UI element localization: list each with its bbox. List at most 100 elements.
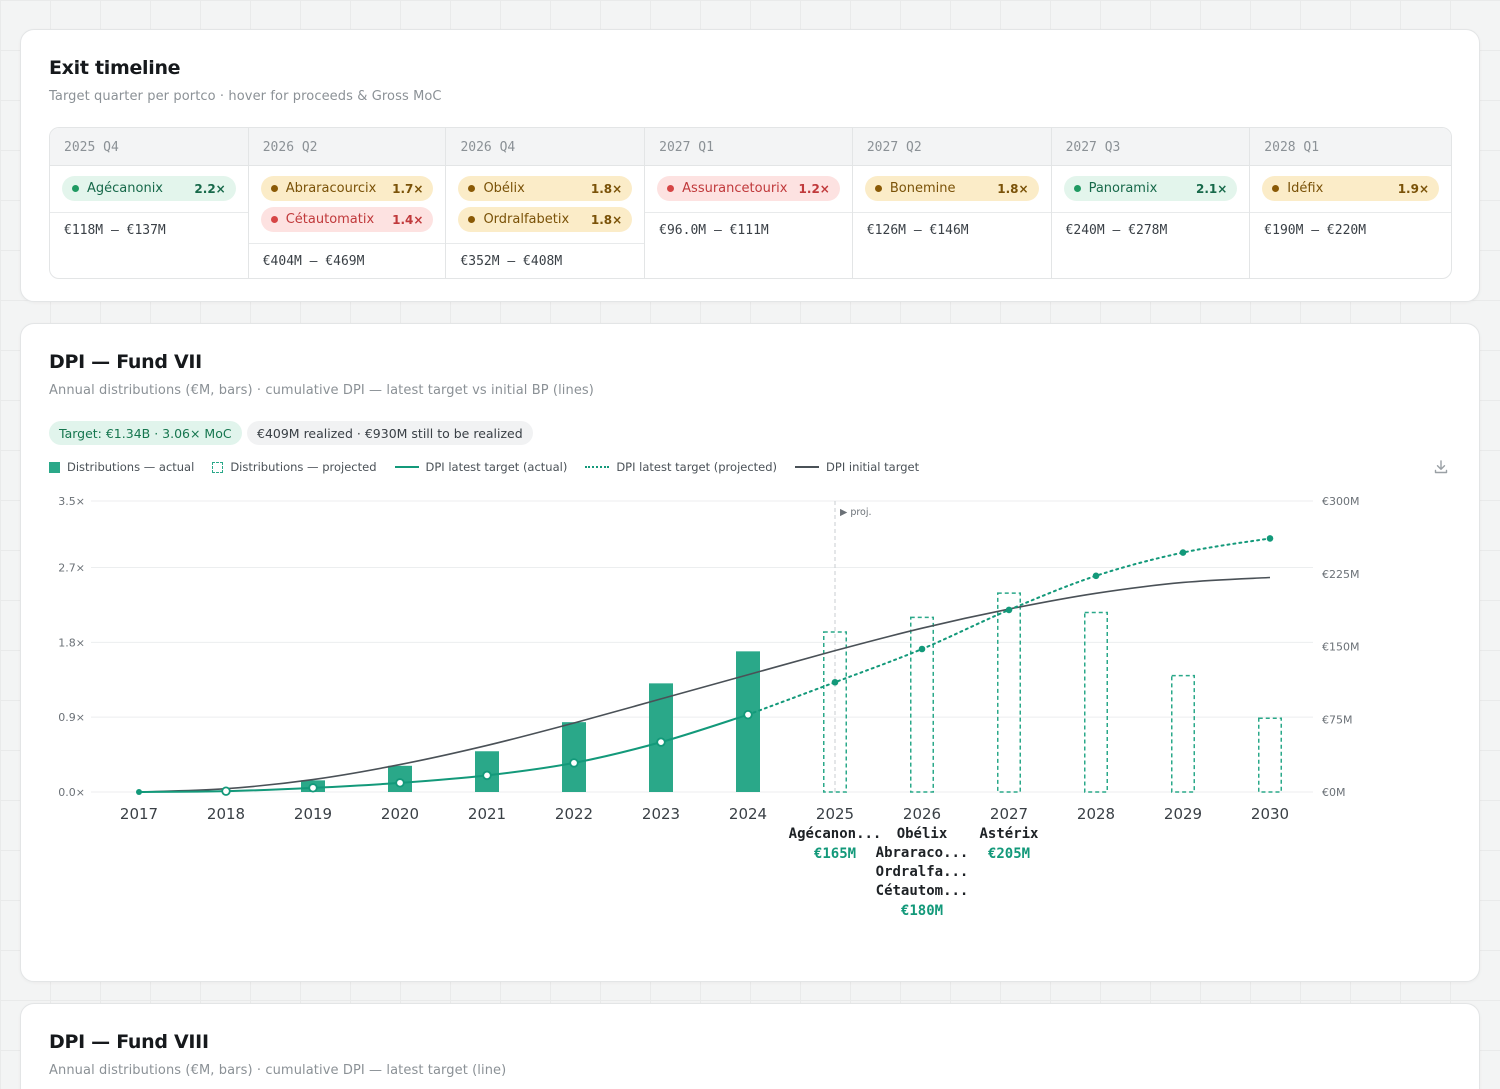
exit-chip[interactable]: Ordralfabetix 1.8×: [458, 207, 633, 232]
exit-timeline-title: Exit timeline: [49, 57, 181, 79]
status-dot-icon: [270, 185, 278, 192]
dpi-projected-point: [1092, 572, 1100, 580]
x-axis-tick: 2026: [903, 805, 941, 823]
exit-label-name: Abraraco...: [876, 845, 969, 861]
exit-proceeds-range: €352M – €408M: [446, 243, 645, 269]
exit-chip[interactable]: Cétautomatix 1.4×: [260, 207, 434, 232]
timeline-column: 2027 Q3 Panoramix 2.1× €240M – €278M: [1051, 128, 1251, 278]
exit-portco-name: Assurancetourix: [682, 181, 788, 196]
x-axis-tick: 2022: [555, 805, 593, 823]
dpi-projected-point: [918, 645, 926, 653]
x-axis-tick: 2023: [642, 805, 680, 823]
exit-moc-value: 1.9×: [1397, 181, 1430, 196]
exit-moc-value: 1.8×: [590, 181, 623, 196]
download-icon[interactable]: [1433, 459, 1449, 475]
exit-proceeds-range: €96.0M – €111M: [645, 212, 852, 238]
timeline-quarter-header: 2026 Q4: [446, 128, 645, 166]
exit-chip[interactable]: Abraracourcix 1.7×: [260, 176, 434, 201]
exit-timeline-card: Exit timeline Target quarter per portco …: [20, 29, 1480, 302]
left-axis-tick: 1.8×: [58, 636, 85, 649]
legend-label-actual: Distributions — actual: [67, 460, 195, 474]
dpi-chart: 0.0× 0.9× 1.8× 2.7× 3.5× €0M €75M €150M €225M €30…: [58, 495, 1360, 919]
timeline-column: 2028 Q1 Idéfix 1.9× €190M – €220M: [1250, 128, 1451, 278]
timeline-column: 2027 Q1 Assurancetourix 1.2× €96.0M – €111M: [645, 128, 853, 278]
x-axis-tick: 2029: [1164, 805, 1202, 823]
exit-chip[interactable]: Bonemine 1.8×: [864, 176, 1039, 201]
exit-moc-value: 1.2×: [798, 181, 830, 196]
status-dot-icon: [1272, 185, 1280, 192]
legend-swatch-initial: [795, 466, 820, 468]
dpi-fund-viii-card: DPI — Fund VIII Annual distributions (€M…: [20, 1003, 1480, 1089]
realized-pill: €409M realized · €930M still to be reali…: [247, 421, 533, 445]
legend-swatch-projected: [212, 461, 224, 473]
timeline-column: 2027 Q2 Bonemine 1.8× €126M – €146M: [852, 128, 1052, 278]
exit-label-name: Obélix: [897, 826, 948, 842]
dpi-projected-point: [1005, 606, 1013, 614]
exit-timeline-subtitle: Target quarter per portco · hover for pr…: [49, 89, 442, 104]
exit-label-name: Agécanon...: [789, 826, 882, 842]
status-dot-icon: [468, 185, 476, 192]
dpi-projected-point: [1266, 535, 1274, 542]
x-axis-tick: 2017: [120, 805, 158, 823]
exit-portco-name: Obélix: [483, 181, 525, 196]
legend-label-projected: Distributions — projected: [230, 460, 377, 474]
exit-chip[interactable]: Assurancetourix 1.2×: [657, 176, 840, 201]
distribution-bar-projected: [1084, 611, 1108, 793]
legend-item-latest-actual[interactable]: DPI latest target (actual): [394, 460, 568, 474]
distribution-bar-projected: [1171, 674, 1195, 793]
dpi-fund-vii-title: DPI — Fund VII: [49, 351, 202, 373]
distribution-bar-projected: [1258, 717, 1282, 793]
legend-label-latest-actual: DPI latest target (actual): [425, 460, 568, 474]
exit-portco-name: Ordralfabetix: [483, 212, 570, 227]
exit-label-amount: €205M: [988, 846, 1030, 862]
exit-moc-value: 1.7×: [392, 181, 424, 196]
exit-timeline-grid: 2025 Q4 Agécanonix 2.2× €118M – €137M 2026 Q…: [49, 127, 1452, 279]
status-dot-icon: [72, 185, 79, 192]
dpi-actual-point: [569, 758, 579, 768]
exit-label-amount: €165M: [814, 846, 856, 862]
dpi-fund-viii-subtitle: Annual distributions (€M, bars) · cumula…: [49, 1063, 507, 1078]
exit-portco-name: Cétautomatix: [285, 212, 375, 227]
distribution-bar-actual: [562, 722, 586, 792]
chart-legend: Distributions — actual Distributions — p…: [49, 459, 937, 475]
exit-moc-value: 2.1×: [1195, 181, 1228, 196]
exit-moc-value: 2.2×: [194, 181, 226, 196]
legend-item-initial[interactable]: DPI initial target: [795, 460, 919, 474]
right-axis-tick: €225M: [1322, 568, 1360, 581]
exit-moc-value: 1.8×: [590, 212, 623, 227]
status-dot-icon: [874, 185, 882, 192]
legend-item-latest-projected[interactable]: DPI latest target (projected): [585, 460, 777, 474]
exit-chip[interactable]: Obélix 1.8×: [458, 176, 633, 201]
exit-chip[interactable]: Idéfix 1.9×: [1262, 176, 1440, 201]
exit-label-name: Ordralfa...: [876, 864, 969, 880]
legend-swatch-actual: [49, 461, 60, 473]
right-axis-tick: €150M: [1322, 641, 1360, 654]
exit-proceeds-range: €190M – €220M: [1250, 212, 1451, 238]
x-axis-tick: 2027: [990, 805, 1028, 823]
exit-chip[interactable]: Panoramix 2.1×: [1063, 176, 1238, 201]
right-axis-tick: €75M: [1322, 713, 1353, 726]
dpi-initial-target-line: [138, 576, 1271, 793]
status-dot-icon: [270, 216, 278, 223]
dpi-latest-projected-line: [747, 537, 1271, 716]
exit-label-name: Astérix: [979, 826, 1039, 842]
legend-item-actual[interactable]: Distributions — actual: [49, 460, 194, 474]
distribution-bar-projected: [997, 592, 1021, 793]
exit-label-amount: €180M: [901, 903, 943, 919]
exit-moc-value: 1.4×: [392, 212, 424, 227]
x-axis-tick: 2020: [381, 805, 419, 823]
dpi-fund-vii-subtitle: Annual distributions (€M, bars) · cumula…: [49, 383, 594, 398]
exit-chip[interactable]: Agécanonix 2.2×: [62, 176, 236, 201]
x-axis-tick: 2028: [1077, 805, 1115, 823]
timeline-quarter-header: 2026 Q2: [248, 128, 446, 166]
dpi-actual-point: [136, 789, 142, 795]
legend-label-latest-projected: DPI latest target (projected): [616, 460, 778, 474]
exit-portco-name: Panoramix: [1088, 181, 1158, 196]
exit-portco-name: Idéfix: [1287, 181, 1324, 196]
status-dot-icon: [468, 216, 476, 223]
left-axis-tick: 3.5×: [58, 495, 85, 508]
legend-item-projected[interactable]: Distributions — projected: [212, 460, 377, 474]
timeline-quarter-header: 2027 Q1: [645, 128, 852, 166]
legend-label-initial: DPI initial target: [826, 460, 920, 474]
distribution-bar-projected: [910, 616, 934, 793]
